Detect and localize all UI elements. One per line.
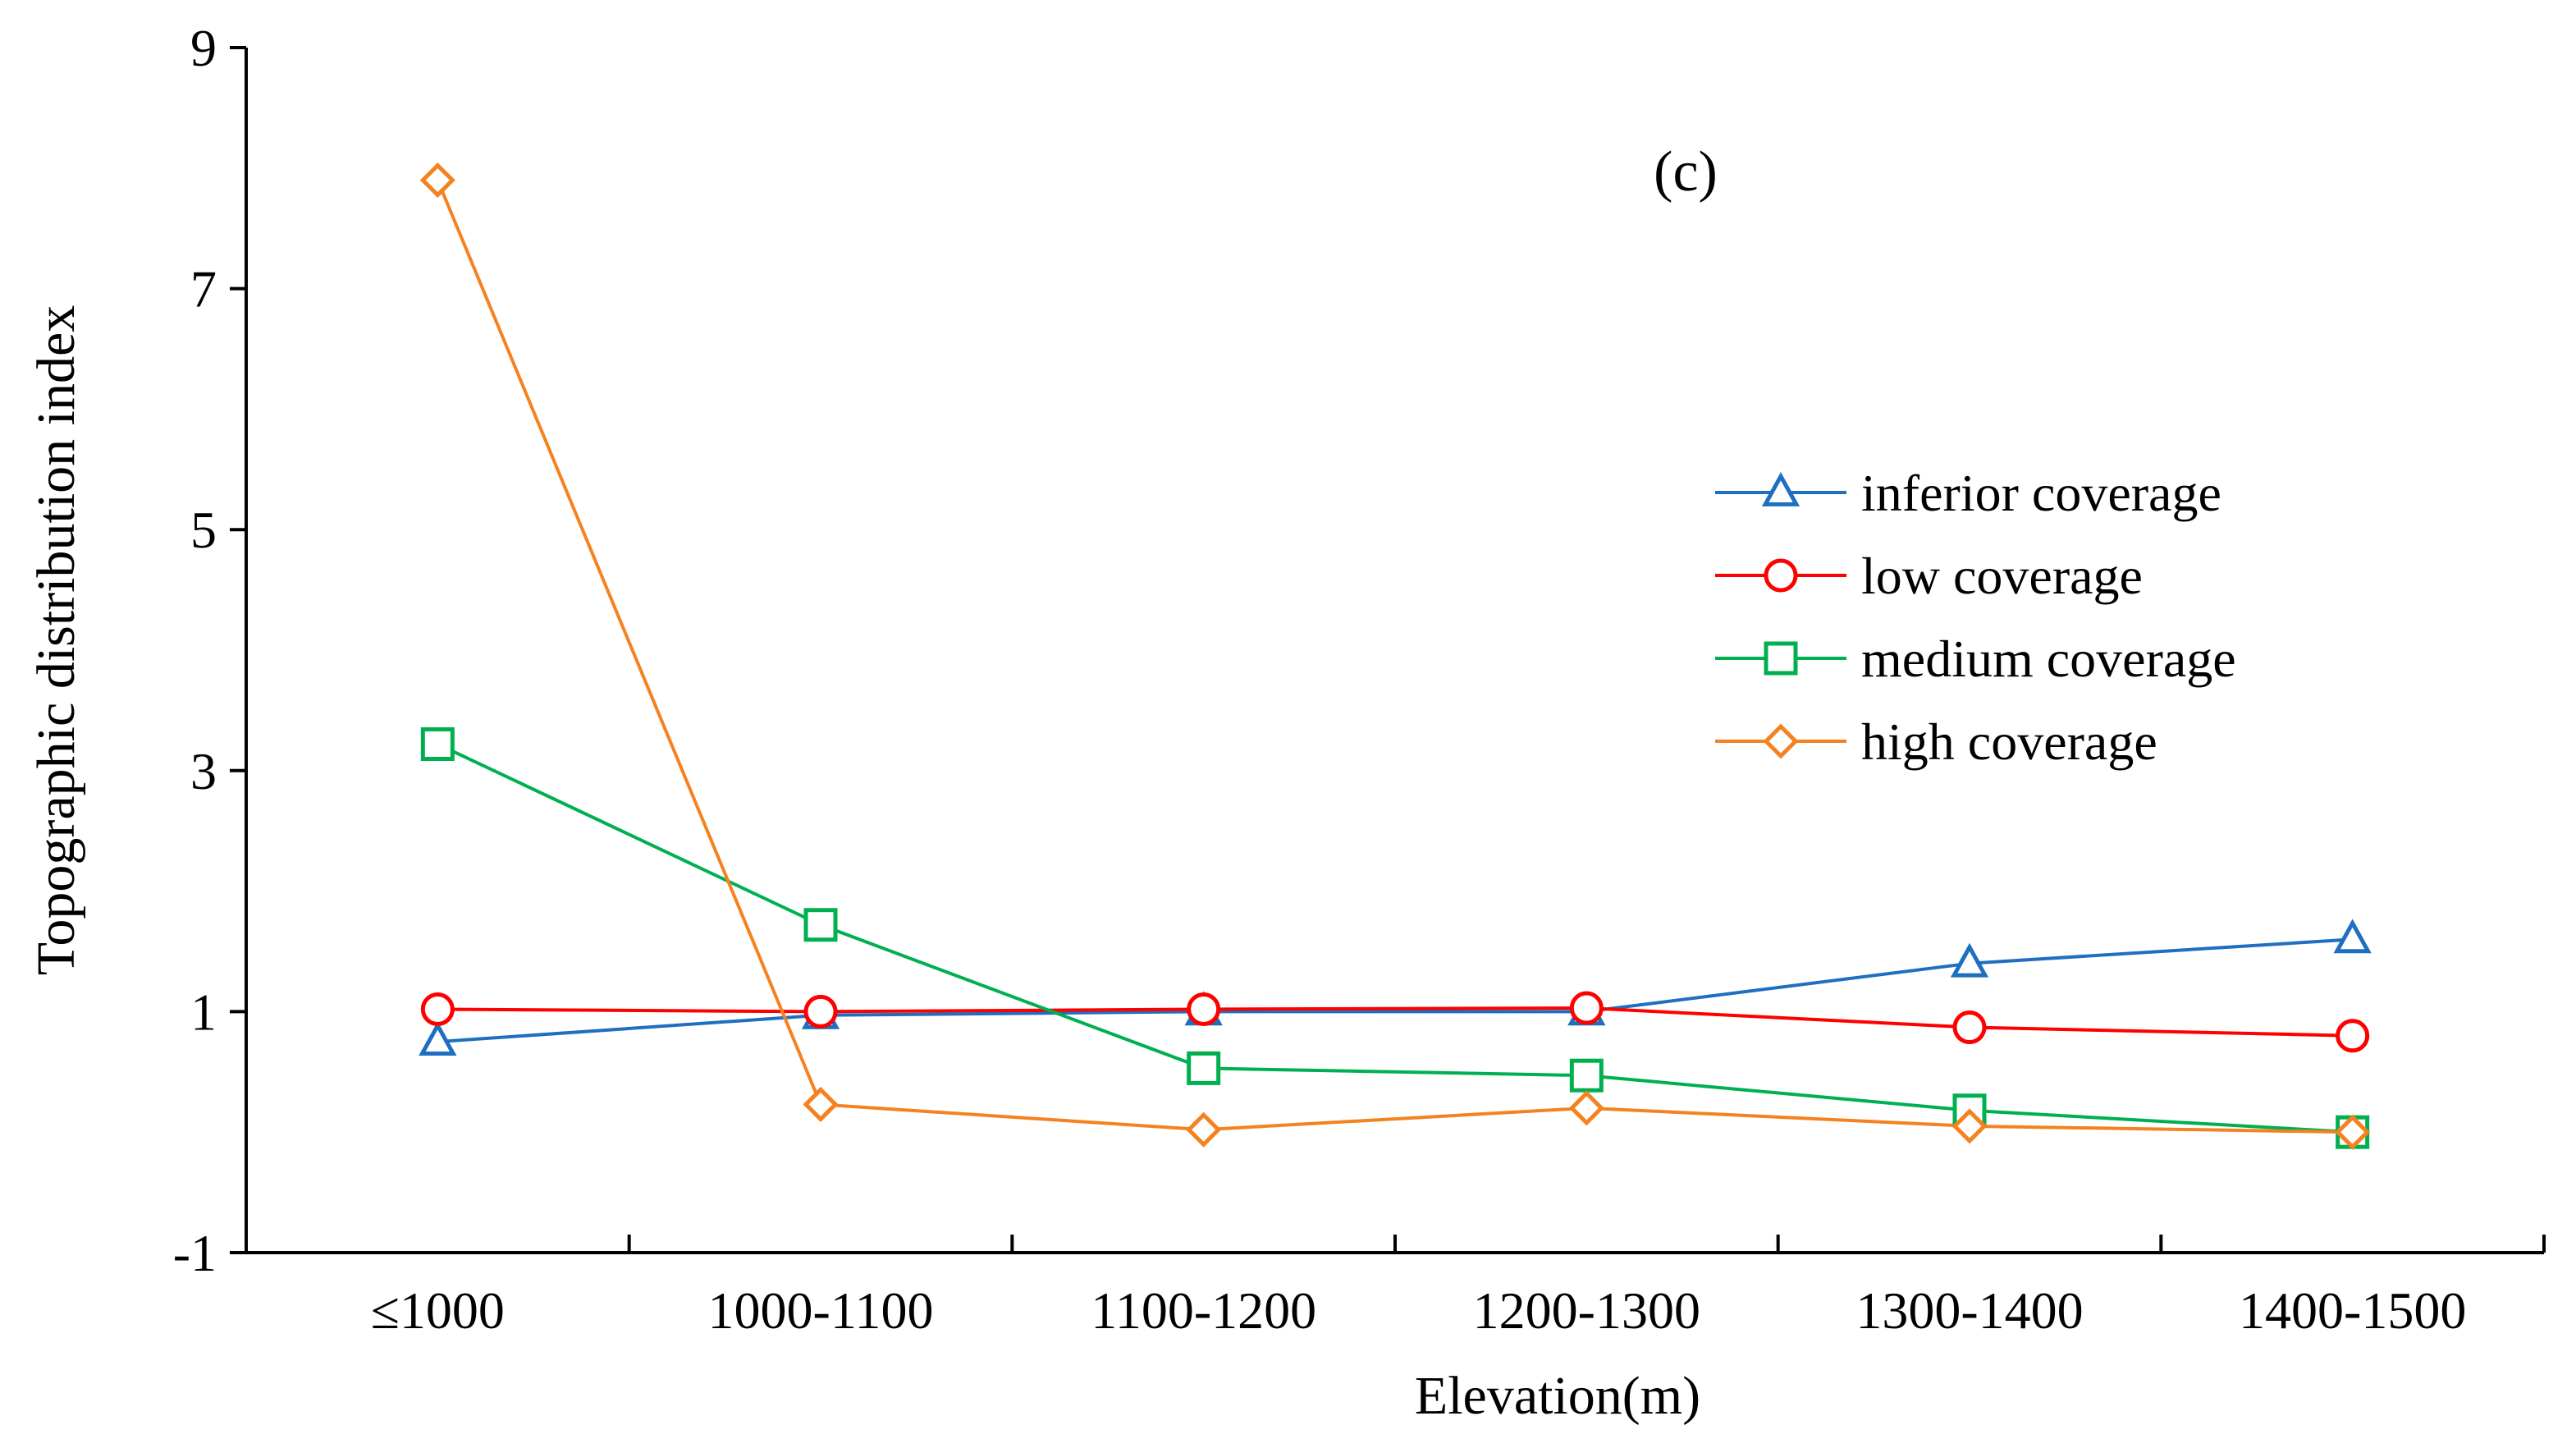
x-ticks: ≤1000 1000-1100 1100-1200 1200-1300 1300-140… (371, 1235, 2546, 1340)
legend-label-inferior-coverage: inferior coverage (1861, 464, 2221, 522)
data-point-medium-coverage (1187, 1051, 1221, 1085)
legend-marker-medium-coverage (1764, 641, 1798, 676)
data-point-high-coverage (419, 162, 455, 199)
series-line-high-coverage (436, 179, 2353, 1134)
y-tick-label: 7 (190, 260, 217, 318)
y-tick-label: 3 (190, 742, 217, 800)
legend-marker-inferior-coverage (1761, 472, 1800, 506)
x-tick-label: 1300-1400 (1855, 1281, 2083, 1340)
x-tick-label: 1100-1200 (1091, 1281, 1316, 1340)
x-tick-label: 1000-1100 (708, 1281, 934, 1340)
series-line-low-coverage (437, 1006, 2353, 1038)
y-tick-label: -1 (173, 1224, 217, 1282)
series-line-inferior-coverage (437, 937, 2353, 1044)
y-tick-label: 5 (190, 501, 217, 559)
data-point-high-coverage (2335, 1114, 2371, 1150)
data-point-medium-coverage (803, 908, 838, 942)
data-point-high-coverage (1568, 1090, 1604, 1126)
x-axis-title: Elevation(m) (1415, 1366, 1700, 1426)
data-point-medium-coverage (1569, 1058, 1604, 1093)
y-axis-title: Topographic distribution index (26, 305, 86, 976)
data-point-low-coverage (1187, 992, 1221, 1026)
data-point-low-coverage (1952, 1010, 1987, 1044)
series-line-medium-coverage (437, 742, 2353, 1134)
series-lines (436, 179, 2353, 1134)
data-point-inferior-coverage (419, 1021, 457, 1056)
x-tick-label: 1200-1300 (1473, 1281, 1700, 1340)
y-tick-label: 9 (190, 19, 217, 77)
data-point-inferior-coverage (2333, 919, 2372, 954)
x-tick-label: ≤1000 (371, 1281, 505, 1340)
legend-marker-low-coverage (1764, 558, 1798, 593)
data-point-low-coverage (1569, 991, 1604, 1025)
legend: inferior coverage low coverage medium cove… (1715, 464, 2236, 771)
x-tick-label: 1400-1500 (2239, 1281, 2466, 1340)
legend-label-high-coverage: high coverage (1861, 713, 2157, 771)
panel-annotation: (c) (1654, 140, 1718, 204)
legend-label-medium-coverage: medium coverage (1861, 630, 2236, 688)
legend-marker-high-coverage (1763, 723, 1799, 759)
data-point-high-coverage (803, 1086, 839, 1122)
data-point-low-coverage (420, 992, 455, 1026)
y-tick-label: 1 (190, 983, 217, 1041)
data-point-high-coverage (1186, 1111, 1222, 1148)
y-ticks: -1 1 3 5 7 9 (173, 19, 246, 1282)
data-point-medium-coverage (420, 727, 455, 762)
data-point-low-coverage (2336, 1019, 2370, 1053)
data-point-inferior-coverage (1950, 942, 1989, 978)
series-markers (419, 162, 2372, 1150)
legend-label-low-coverage: low coverage (1861, 547, 2143, 605)
data-point-low-coverage (803, 994, 838, 1029)
data-point-high-coverage (1951, 1108, 1988, 1144)
